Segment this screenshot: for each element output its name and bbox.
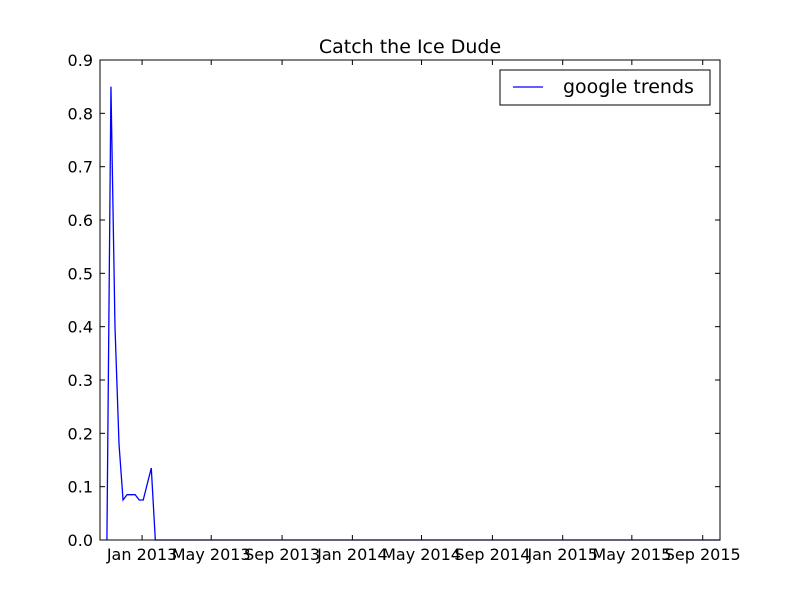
y-tick-label: 0.5 bbox=[68, 264, 93, 283]
plot-frame bbox=[99, 59, 721, 541]
legend: google trends bbox=[499, 69, 711, 106]
x-tick-label: Jan 2013 bbox=[106, 545, 177, 564]
x-tick-label: May 2014 bbox=[382, 545, 461, 564]
y-tick-label: 0.8 bbox=[68, 104, 93, 123]
x-tick-label: Jan 2014 bbox=[316, 545, 387, 564]
y-tick-label: 0.9 bbox=[68, 51, 93, 70]
chart-title: Catch the Ice Dude bbox=[319, 36, 501, 58]
plot-area bbox=[100, 60, 720, 540]
x-tick-label: May 2015 bbox=[592, 545, 671, 564]
x-tick-label: Sep 2013 bbox=[244, 545, 320, 564]
x-tick-label: Jan 2015 bbox=[526, 545, 597, 564]
y-tick-label: 0.1 bbox=[68, 478, 93, 497]
y-tick-label: 0.0 bbox=[68, 531, 93, 550]
y-tick-label: 0.7 bbox=[68, 158, 93, 177]
legend-label: google trends bbox=[563, 76, 694, 98]
y-tick-label: 0.2 bbox=[68, 424, 93, 443]
y-tick-label: 0.4 bbox=[68, 318, 93, 337]
x-tick-label: May 2013 bbox=[172, 545, 251, 564]
y-tick-label: 0.6 bbox=[68, 211, 93, 230]
x-tick-label: Sep 2014 bbox=[454, 545, 530, 564]
y-tick-label: 0.3 bbox=[68, 371, 93, 390]
x-tick-label: Sep 2015 bbox=[665, 545, 741, 564]
